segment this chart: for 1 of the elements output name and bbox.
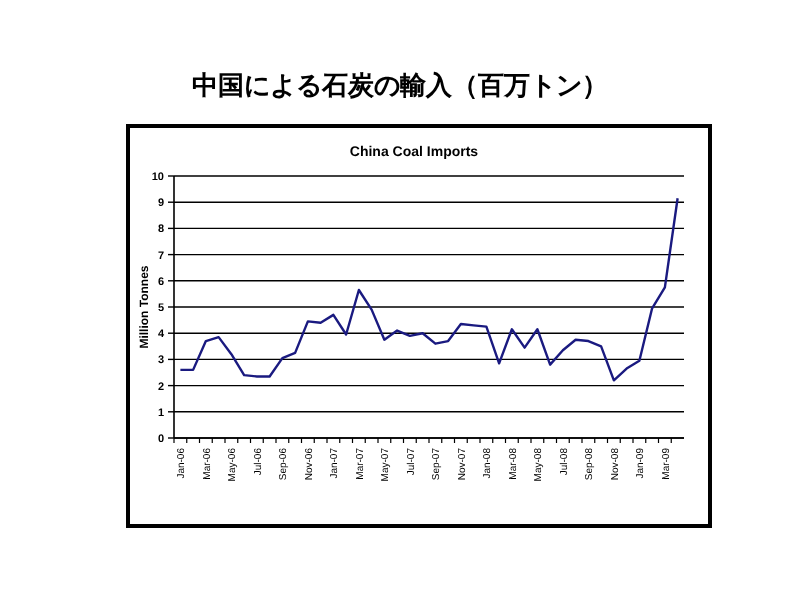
chart-title: 中国による石炭の輸入（百万トン） xyxy=(192,70,608,100)
